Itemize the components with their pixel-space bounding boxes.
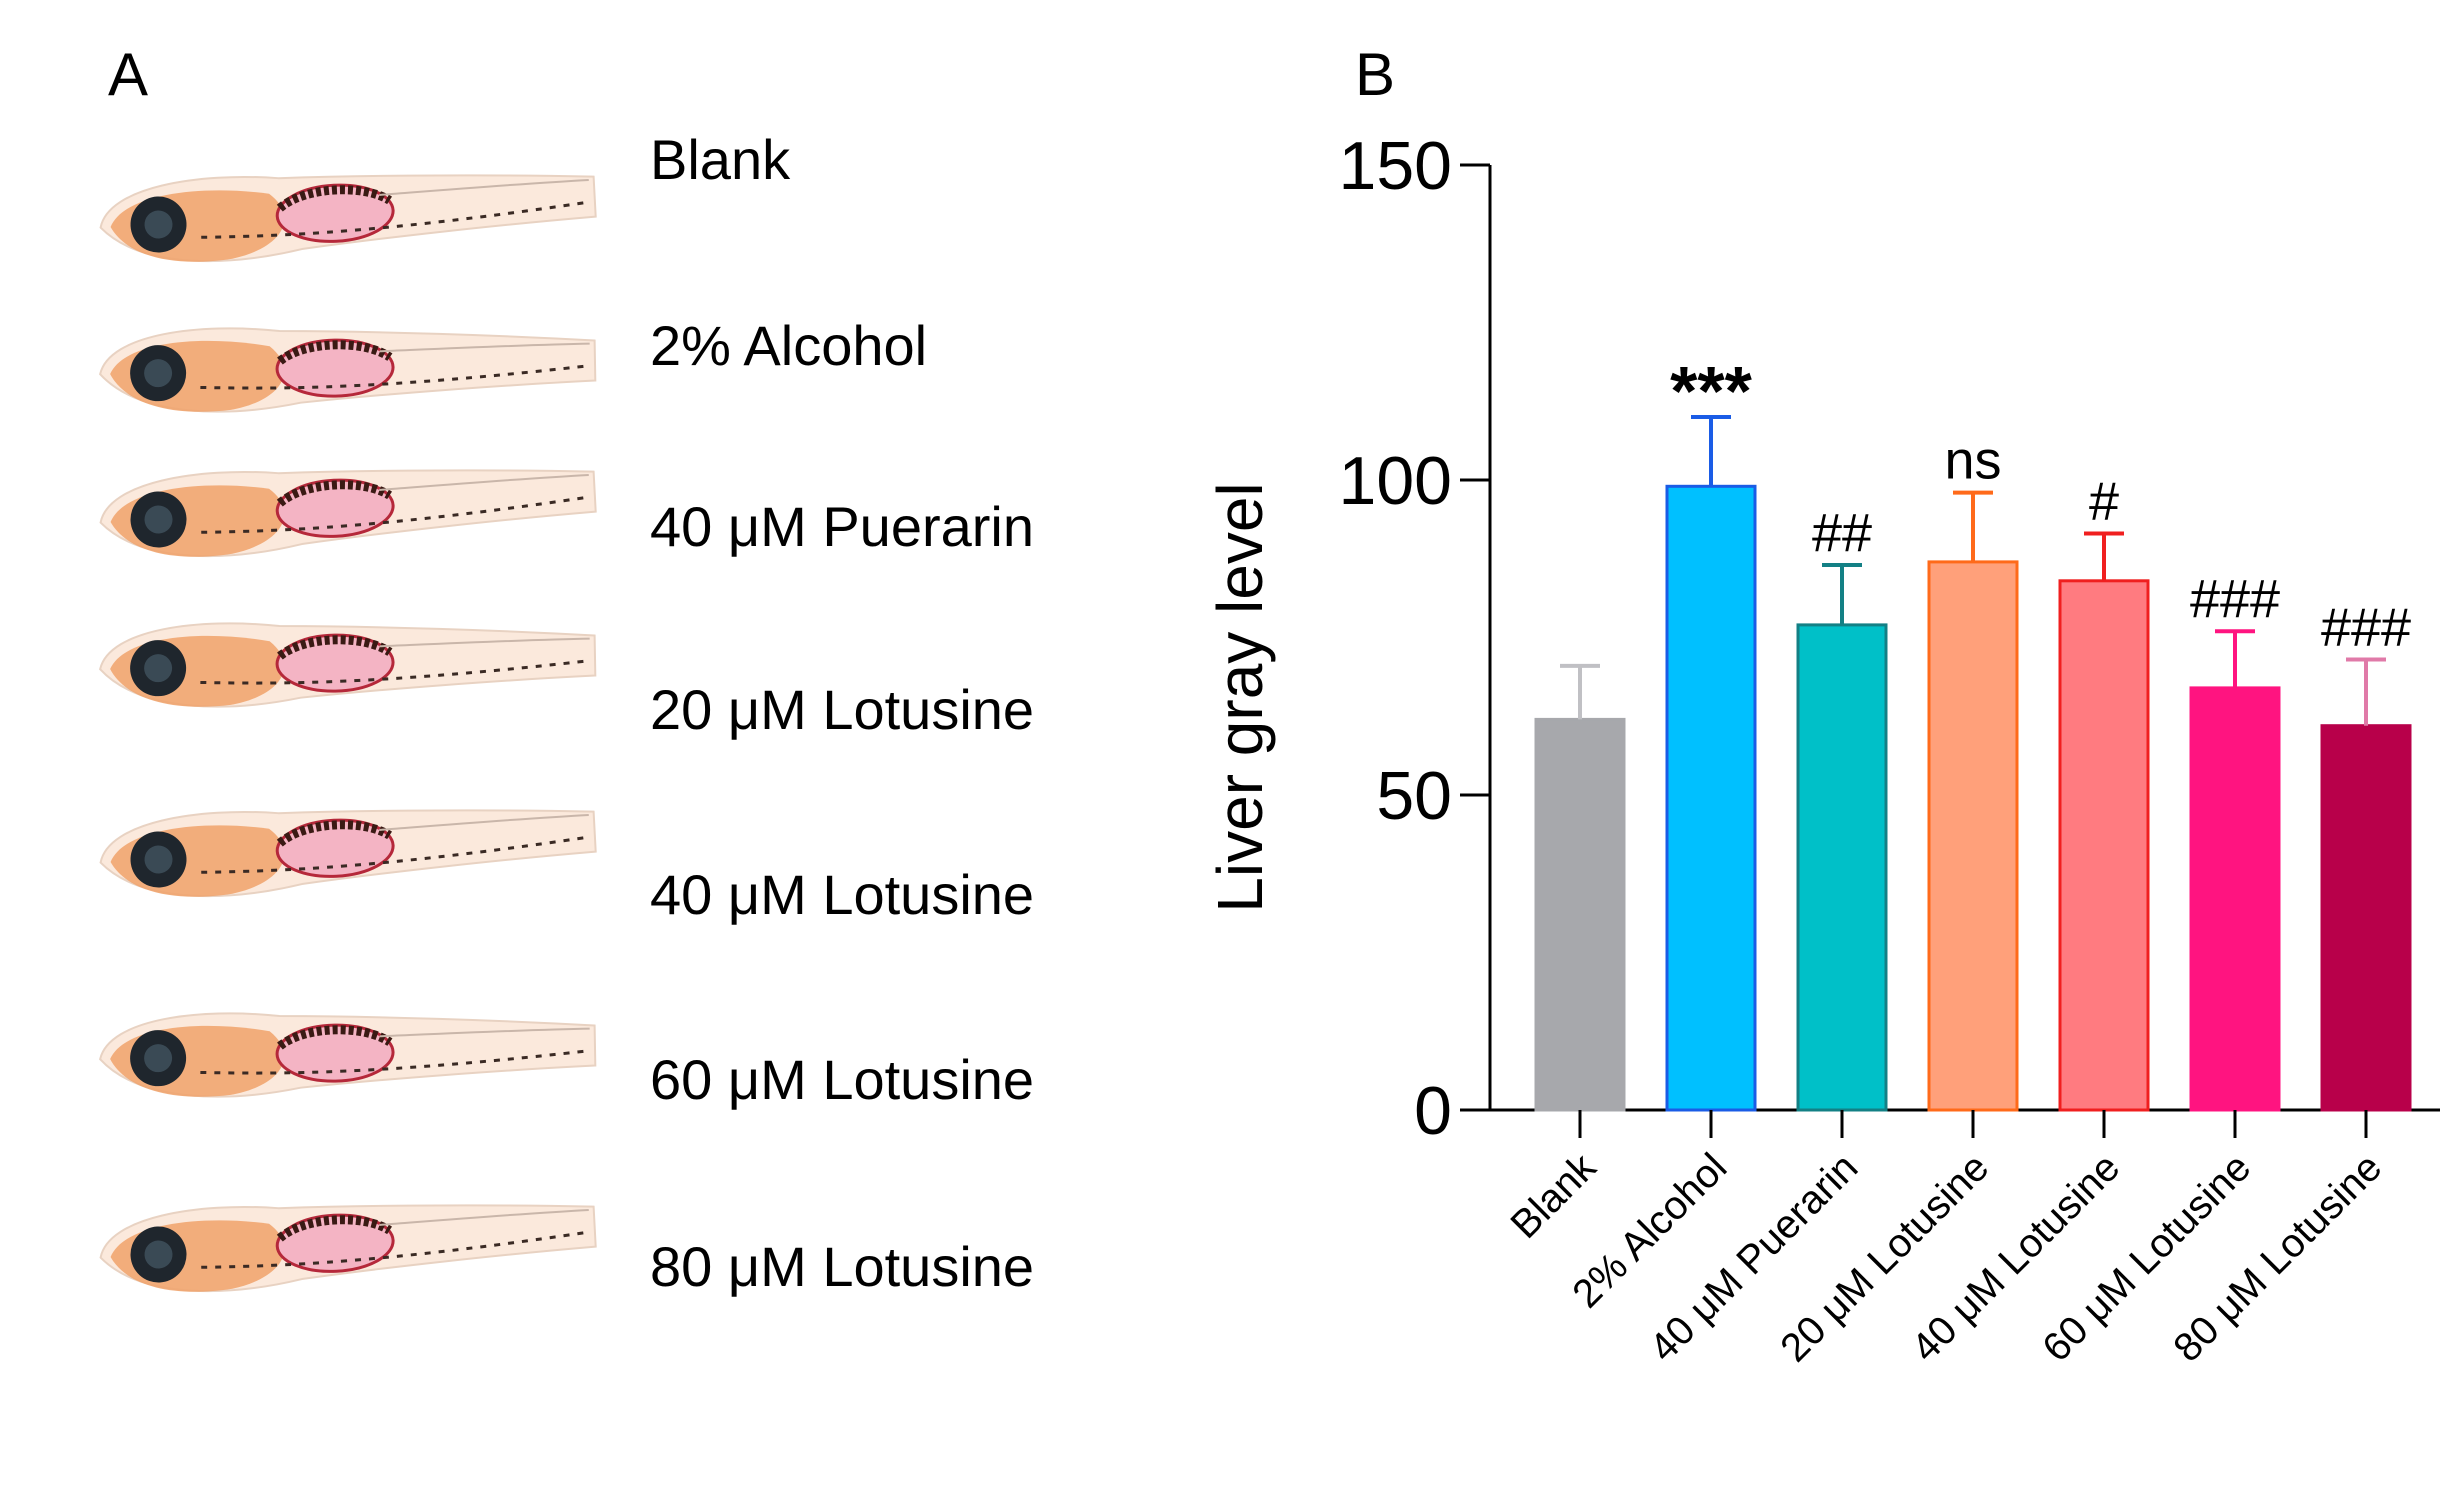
fish-row: 2% Alcohol: [80, 290, 1120, 440]
bar: [2189, 686, 2281, 1112]
larval-fish-image: [99, 809, 597, 898]
bar: [2320, 724, 2412, 1112]
fish-label: 80 μM Lotusine: [650, 1235, 1035, 1298]
fish-label: Blank: [650, 128, 791, 191]
fish-row: 20 μM Lotusine: [80, 585, 1120, 741]
bar: [1665, 484, 1757, 1112]
x-tick-label: Blank: [1502, 1145, 1605, 1248]
significance-label: #: [2089, 472, 2119, 532]
larval-fish-image: [99, 327, 597, 413]
larval-fish-image: [99, 469, 597, 558]
fish-label: 2% Alcohol: [650, 314, 928, 377]
panel-b-label: B: [1355, 41, 1396, 108]
fish-row: 80 μM Lotusine: [80, 1165, 1120, 1315]
fish-label: 40 μM Lotusine: [650, 863, 1035, 926]
significance-label: ns: [1944, 431, 2001, 491]
panel-a-label: A: [108, 41, 149, 108]
fish-row: 40 μM Lotusine: [80, 770, 1120, 926]
y-tick-label: 150: [1339, 128, 1452, 204]
larval-fish-image: [99, 1204, 597, 1293]
fish-row: Blank: [80, 128, 1120, 285]
bar: [1927, 560, 2019, 1112]
fish-row: 40 μM Puerarin: [80, 430, 1120, 580]
y-axis-label: Liver gray level: [1204, 482, 1276, 912]
bar: [2058, 579, 2150, 1112]
larval-fish-image: [99, 174, 597, 263]
larval-fish-image: [99, 622, 597, 708]
fish-label: 20 μM Lotusine: [650, 678, 1035, 741]
bar: [1796, 623, 1888, 1112]
larval-fish-image: [99, 1012, 597, 1098]
y-tick-label: 50: [1376, 758, 1452, 834]
bar: [1534, 717, 1626, 1112]
fish-row: 60 μM Lotusine: [80, 975, 1120, 1125]
y-tick-label: 100: [1339, 443, 1452, 519]
y-tick-label: 0: [1414, 1073, 1452, 1149]
fish-label: 40 μM Puerarin: [650, 495, 1034, 558]
significance-label: ###: [2321, 598, 2411, 658]
significance-label: ##: [1812, 503, 1872, 563]
significance-label: ###: [2190, 569, 2280, 629]
significance-label: ***: [1670, 352, 1752, 430]
fish-label: 60 μM Lotusine: [650, 1048, 1035, 1111]
